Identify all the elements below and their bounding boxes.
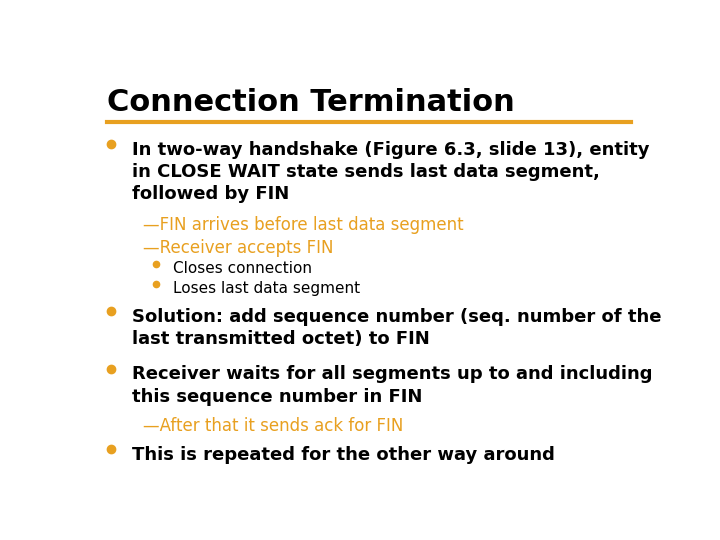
- Text: —After that it sends ack for FIN: —After that it sends ack for FIN: [143, 416, 403, 435]
- Text: This is repeated for the other way around: This is repeated for the other way aroun…: [132, 446, 554, 464]
- Text: Receiver waits for all segments up to and including
this sequence number in FIN: Receiver waits for all segments up to an…: [132, 366, 652, 406]
- Text: —Receiver accepts FIN: —Receiver accepts FIN: [143, 239, 333, 257]
- Text: Closes connection: Closes connection: [173, 261, 312, 276]
- Text: Loses last data segment: Loses last data segment: [173, 281, 360, 296]
- Text: Solution: add sequence number (seq. number of the
last transmitted octet) to FIN: Solution: add sequence number (seq. numb…: [132, 308, 662, 348]
- Text: —FIN arrives before last data segment: —FIN arrives before last data segment: [143, 216, 464, 234]
- Text: In two-way handshake (Figure 6.3, slide 13), entity
in CLOSE WAIT state sends la: In two-way handshake (Figure 6.3, slide …: [132, 141, 649, 203]
- Text: Connection Termination: Connection Termination: [107, 87, 515, 117]
